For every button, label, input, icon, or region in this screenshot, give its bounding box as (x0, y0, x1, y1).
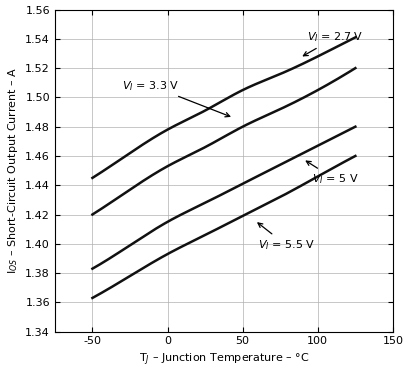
X-axis label: T$_J$ – Junction Temperature – °C: T$_J$ – Junction Temperature – °C (139, 352, 309, 368)
Text: $V_I$ = 2.7 V: $V_I$ = 2.7 V (303, 30, 364, 56)
Text: $V_I$ = 3.3 V: $V_I$ = 3.3 V (122, 79, 230, 117)
Text: $V_I$ = 5 V: $V_I$ = 5 V (306, 161, 359, 186)
Text: $V_I$ = 5.5 V: $V_I$ = 5.5 V (258, 223, 315, 252)
Y-axis label: I$_{OS}$ – Short-Circuit Output Current – A: I$_{OS}$ – Short-Circuit Output Current … (6, 67, 20, 274)
